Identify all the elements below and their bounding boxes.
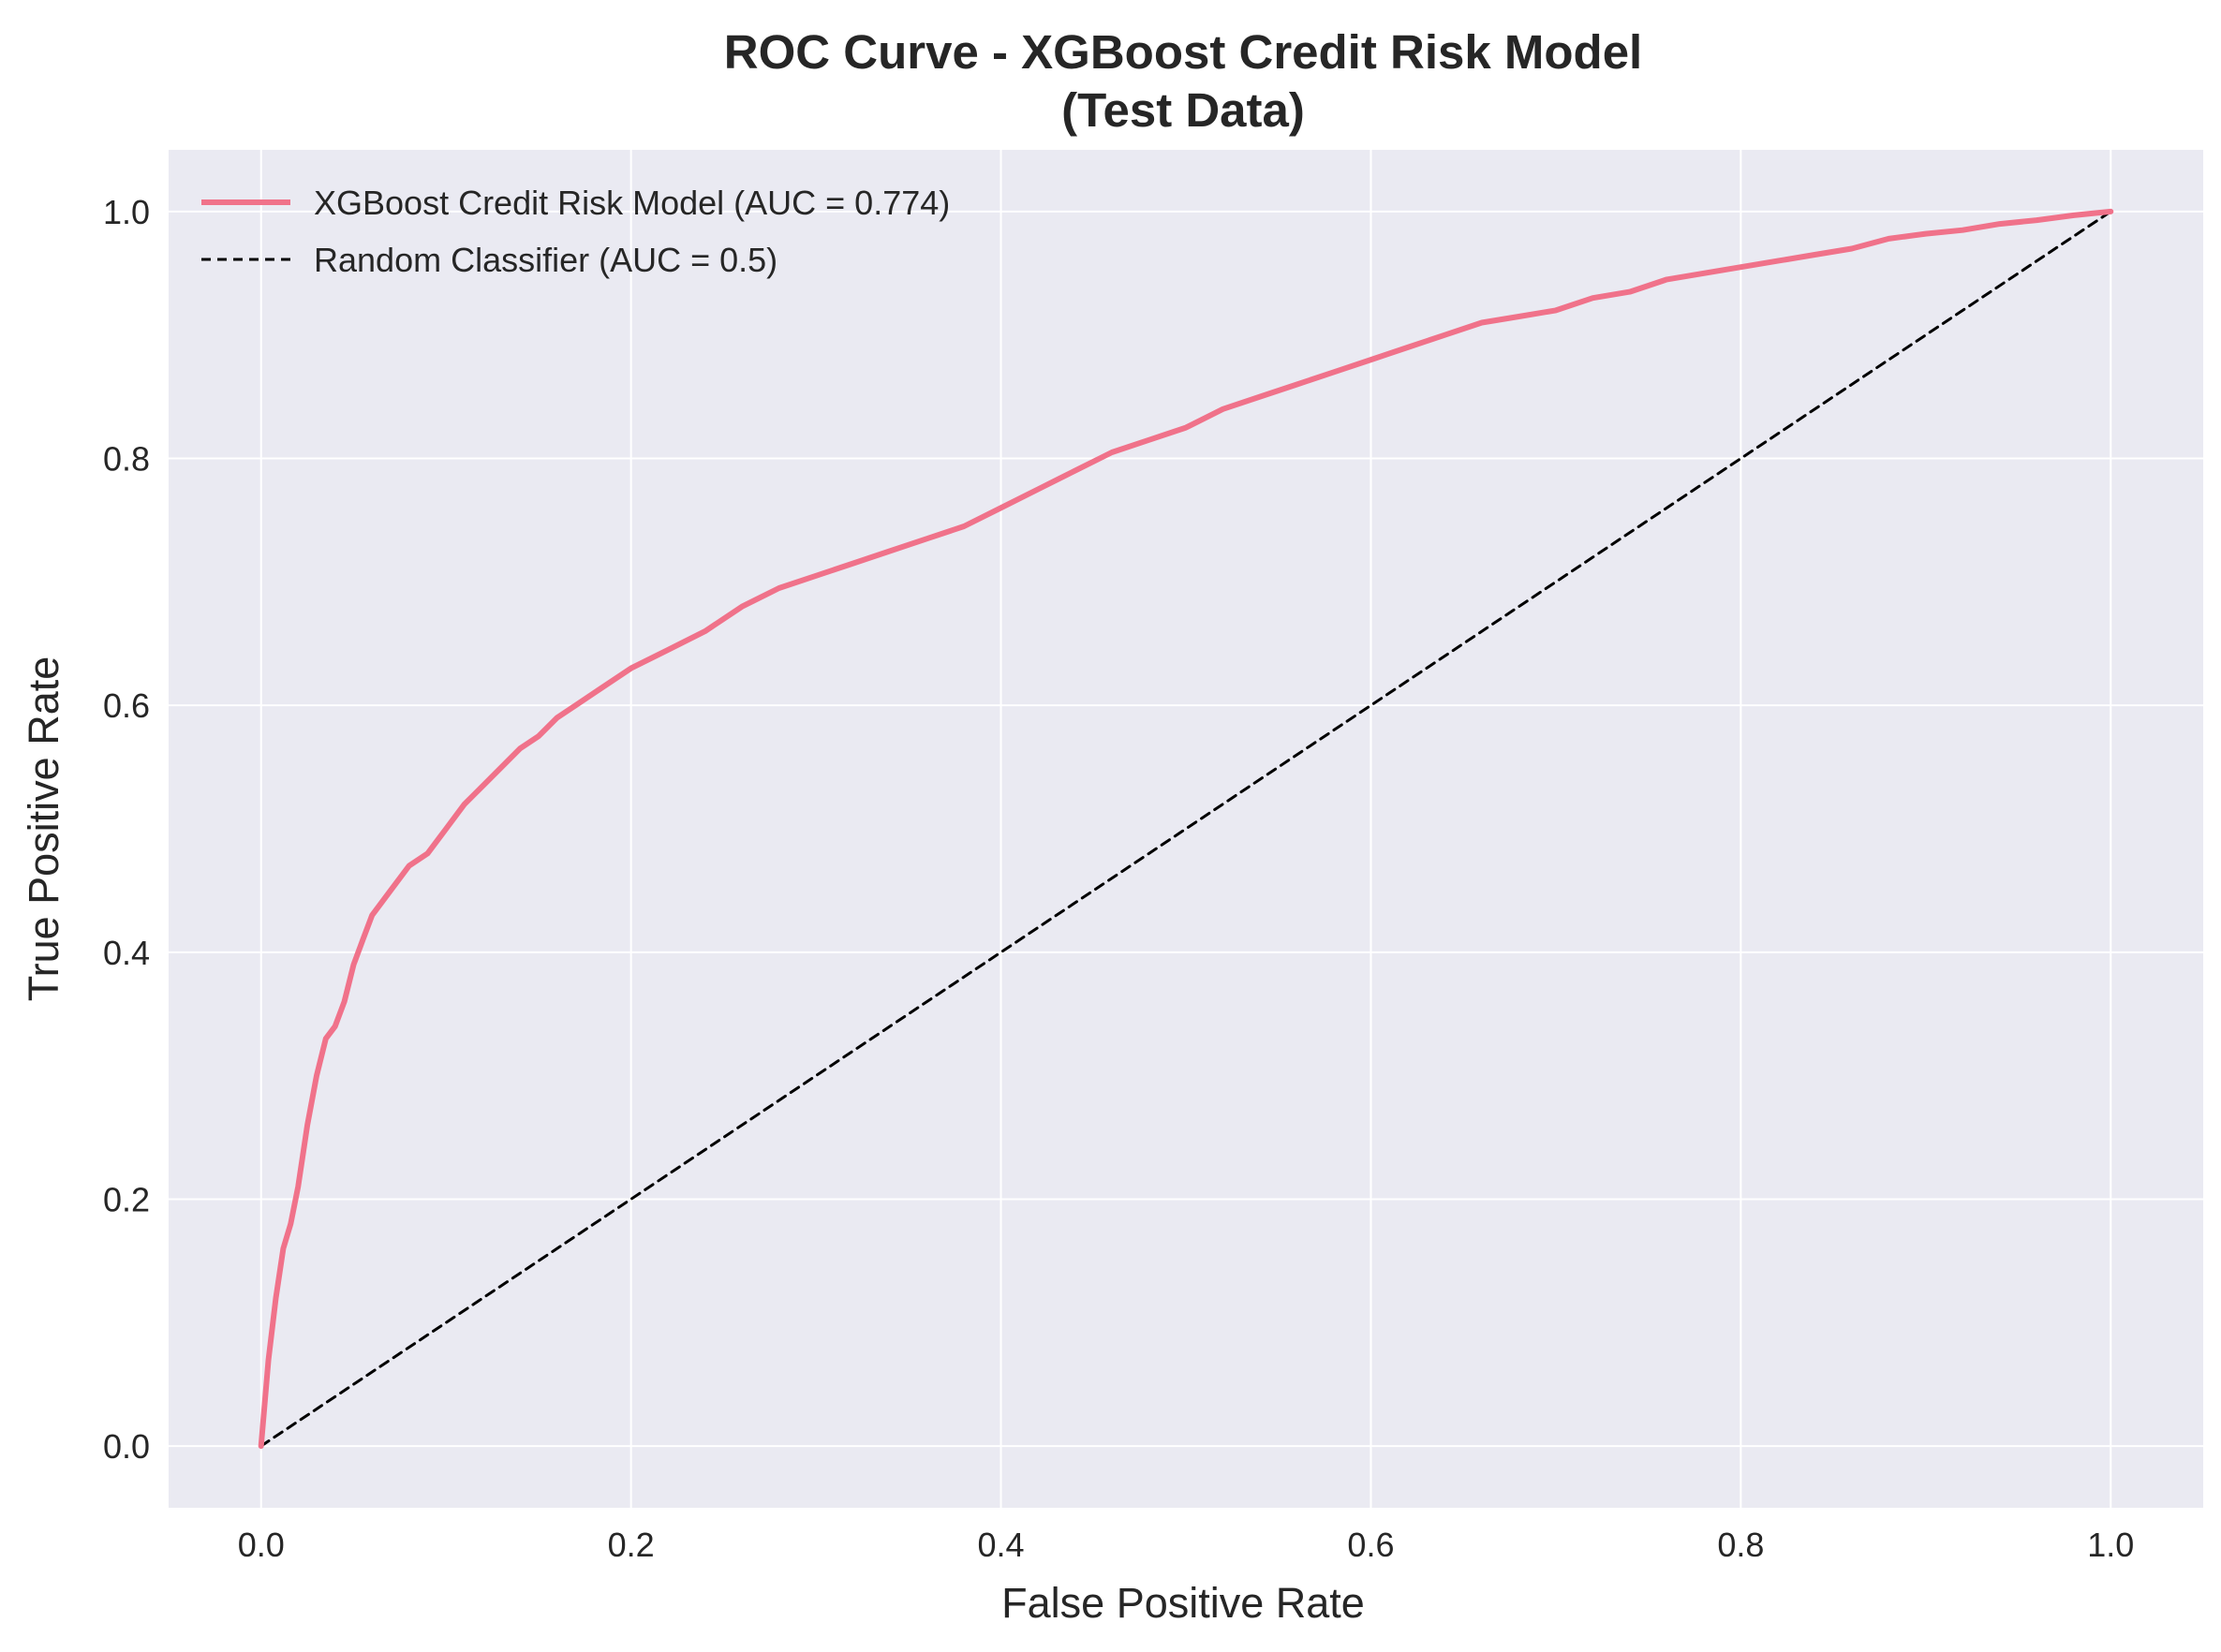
tick-labels: 0.0 0.2 0.4 0.6 0.8 1.0 0.0 0.2 0.4 0.6 0.8 1.0	[103, 193, 2134, 1564]
y-tick-label: 1.0	[103, 193, 150, 231]
legend-label-model: XGBoost Credit Risk Model (AUC = 0.774)	[314, 184, 950, 222]
x-tick-label: 0.2	[608, 1526, 655, 1564]
y-tick-label: 0.0	[103, 1427, 150, 1466]
chart-title-line-2: (Test Data)	[1061, 83, 1305, 137]
x-tick-label: 0.0	[238, 1526, 285, 1564]
x-tick-label: 0.8	[1717, 1526, 1764, 1564]
y-axis-label: True Positive Rate	[20, 656, 67, 1001]
x-tick-label: 0.6	[1347, 1526, 1394, 1564]
y-tick-label: 0.4	[103, 934, 150, 972]
legend: XGBoost Credit Risk Model (AUC = 0.774) …	[201, 184, 950, 279]
x-tick-label: 0.4	[978, 1526, 1025, 1564]
x-axis-label: False Positive Rate	[1001, 1579, 1365, 1627]
series-layer	[258, 208, 2114, 1450]
y-tick-label: 0.8	[103, 440, 150, 479]
grid-lines	[169, 150, 2203, 1508]
model-roc-curve	[258, 208, 2114, 1450]
y-tick-label: 0.2	[103, 1180, 150, 1218]
random-classifier-line	[259, 210, 2112, 1448]
x-tick-label: 1.0	[2087, 1526, 2134, 1564]
legend-label-random: Random Classifier (AUC = 0.5)	[314, 241, 777, 279]
chart-title-line-1: ROC Curve - XGBoost Credit Risk Model	[724, 25, 1642, 79]
y-tick-label: 0.6	[103, 686, 150, 725]
